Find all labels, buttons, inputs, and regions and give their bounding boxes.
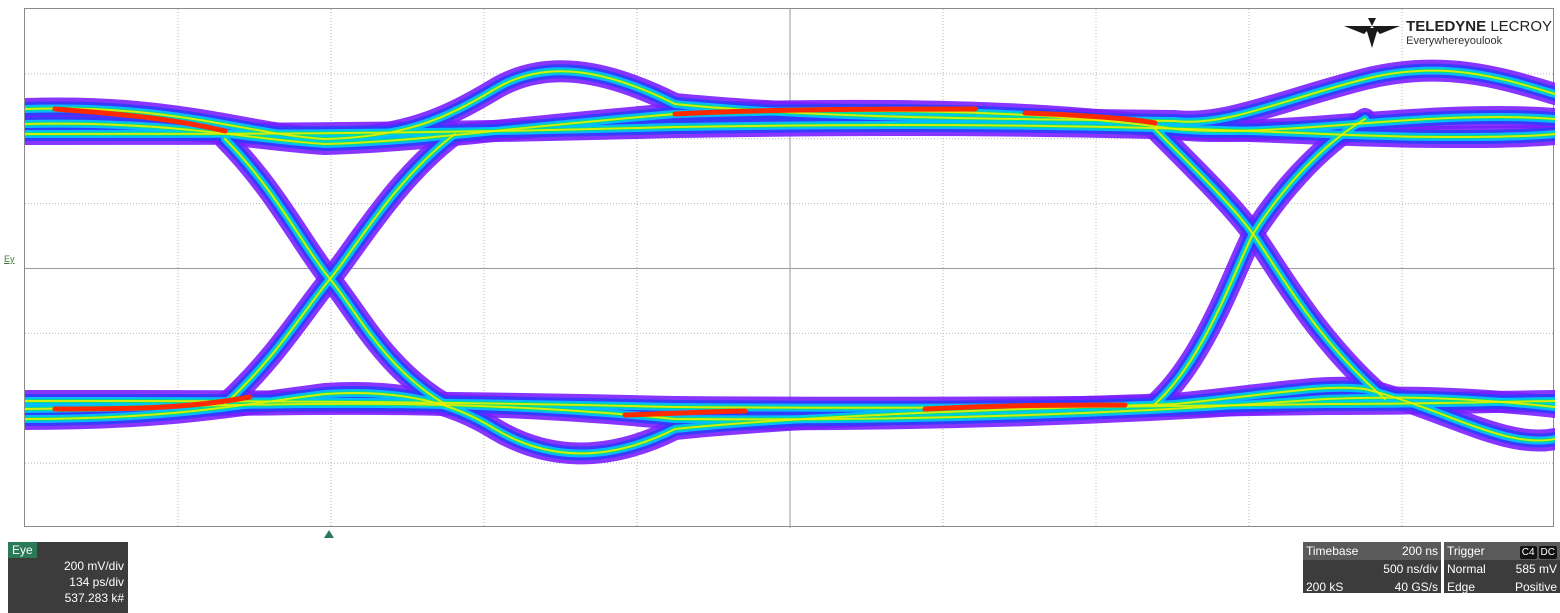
eye-diagram-trace bbox=[25, 59, 1555, 465]
timebase-panel[interactable]: Timebase 200 ns 500 ns/div 200 kS 40 GS/… bbox=[1303, 542, 1441, 594]
scope-grid bbox=[24, 8, 1555, 528]
timebase-hdiv: 500 ns/div bbox=[1383, 562, 1438, 576]
teledyne-lecroy-logo: TELEDYNE LECROY Everywhereyoulook bbox=[1344, 18, 1552, 48]
eye-trace-band bbox=[25, 396, 1555, 421]
eye-hdiv: 134 ps/div bbox=[69, 575, 124, 589]
eye-trace-hotspot bbox=[1022, 110, 1158, 126]
eye-trace-band bbox=[25, 69, 1555, 141]
timebase-rate: 40 GS/s bbox=[1394, 580, 1438, 594]
eye-trace-band bbox=[25, 400, 1555, 409]
trigger-slope: Positive bbox=[1514, 580, 1557, 594]
eye-trace-band bbox=[25, 124, 1555, 139]
trigger-mode: Normal bbox=[1447, 562, 1486, 576]
eye-trace-band bbox=[25, 386, 1555, 455]
eye-trace-hotspot bbox=[622, 408, 748, 418]
trigger-level: 585 mV bbox=[1515, 562, 1557, 576]
eye-trace-hotspot bbox=[52, 394, 253, 412]
timebase-delay: 200 ns bbox=[1401, 544, 1438, 558]
trigger-coupling-chip: DC bbox=[1538, 546, 1557, 559]
eye-descriptor-panel[interactable]: Eye 200 mV/div 134 ps/div 537.283 k# bbox=[8, 542, 128, 613]
eye-trace-band bbox=[1154, 128, 1386, 400]
eye-trace-band bbox=[1154, 118, 1366, 405]
logo-tagline: Everywhereyoulook bbox=[1406, 35, 1503, 47]
eye-tag[interactable]: Eye bbox=[8, 542, 37, 558]
eye-trace-hotspot bbox=[922, 402, 1128, 412]
trigger-panel[interactable]: Trigger C4 DC Normal 585 mV Edge Positive bbox=[1444, 542, 1560, 594]
logo-brand-bold: TELEDYNE bbox=[1406, 18, 1487, 35]
eye-trace-hotspot bbox=[52, 106, 228, 134]
trigger-position-marker[interactable] bbox=[324, 530, 334, 538]
logo-icon bbox=[1344, 18, 1401, 48]
eye-trace-band bbox=[224, 133, 456, 405]
timebase-samples: 200 kS bbox=[1306, 580, 1344, 594]
trigger-label: Trigger bbox=[1447, 544, 1485, 558]
timebase-label: Timebase bbox=[1306, 544, 1359, 558]
trigger-channel-chip: C4 bbox=[1519, 546, 1537, 559]
channel-label: Ey bbox=[4, 254, 15, 264]
logo-brand-light: LECROY bbox=[1490, 18, 1552, 35]
eye-count: 537.283 k# bbox=[64, 591, 124, 605]
eye-trace-hotspot bbox=[672, 106, 978, 117]
eye-vdiv: 200 mV/div bbox=[63, 559, 124, 573]
trigger-type: Edge bbox=[1447, 580, 1476, 594]
